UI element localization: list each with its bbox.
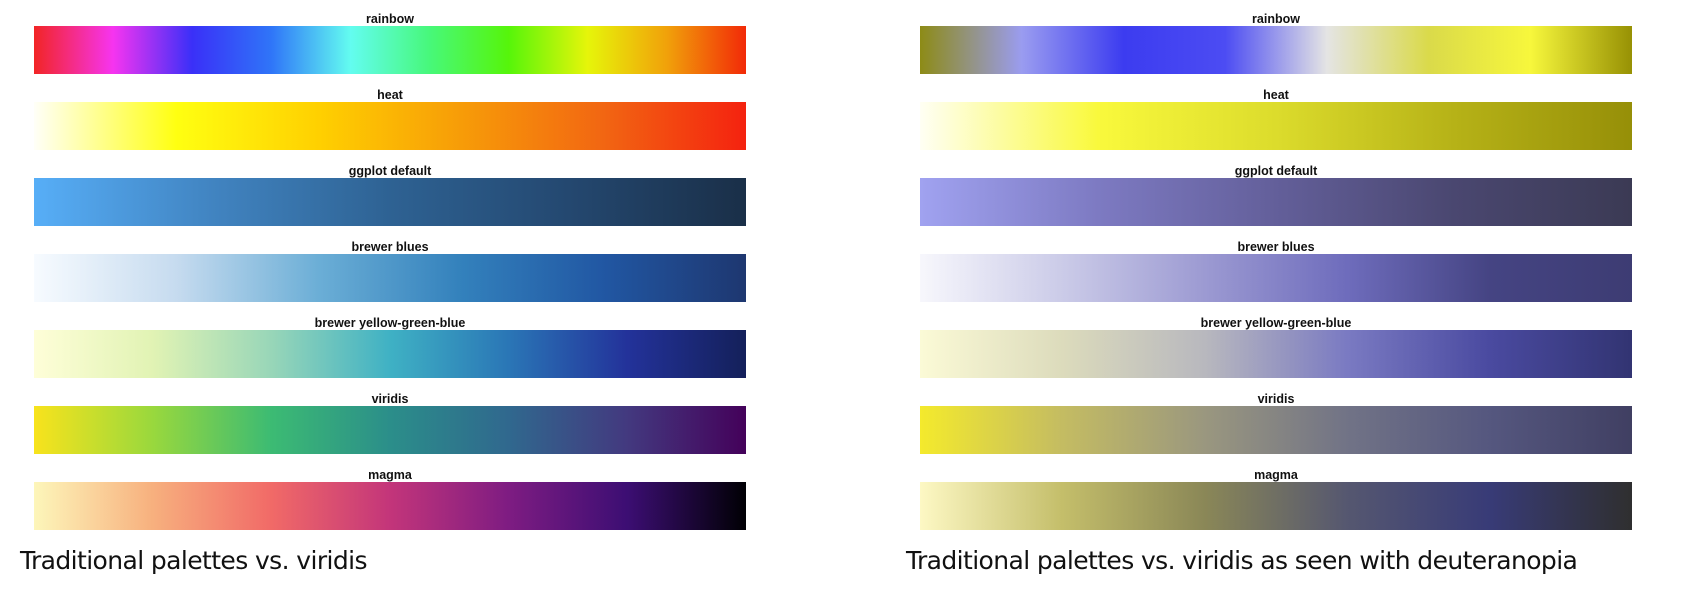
palette-title: viridis <box>1257 392 1295 406</box>
palette-row: viridis <box>34 392 746 468</box>
palette-gradient-bar <box>34 102 746 150</box>
palette-row: brewer blues <box>920 240 1632 316</box>
palette-row: brewer yellow-green-blue <box>34 316 746 392</box>
palette-row: brewer blues <box>34 240 746 316</box>
palette-gradient-bar <box>34 482 746 530</box>
palette-gradient-bar <box>920 482 1632 530</box>
palette-gradient-bar <box>34 178 746 226</box>
palette-gradient-bar <box>920 254 1632 302</box>
panel-caption-deuteranopia: Traditional palettes vs. viridis as seen… <box>906 546 1578 575</box>
palette-row: viridis <box>920 392 1632 468</box>
palette-row: heat <box>34 88 746 164</box>
palette-title: viridis <box>371 392 409 406</box>
palette-row: magma <box>34 468 746 544</box>
palette-title: rainbow <box>366 12 414 26</box>
panel-traditional: rainbow heat ggplot default brewer blues bre… <box>0 0 760 604</box>
palette-gradient-bar <box>34 254 746 302</box>
palette-gradient-bar <box>920 102 1632 150</box>
palette-title: brewer yellow-green-blue <box>314 316 466 330</box>
palette-row: ggplot default <box>34 164 746 240</box>
palette-title: brewer yellow-green-blue <box>1200 316 1352 330</box>
palette-gradient-bar <box>920 330 1632 378</box>
palette-gradient-bar <box>920 178 1632 226</box>
panel-deuteranopia: rainbow heat ggplot default brewer blues bre… <box>886 0 1646 604</box>
palette-title: heat <box>377 88 403 102</box>
palette-title: magma <box>368 468 412 482</box>
palette-row: brewer yellow-green-blue <box>920 316 1632 392</box>
panel-caption-traditional: Traditional palettes vs. viridis <box>20 546 368 575</box>
palette-title: brewer blues <box>351 240 429 254</box>
palette-gradient-bar <box>920 26 1632 74</box>
palette-title: rainbow <box>1252 12 1300 26</box>
palette-row: heat <box>920 88 1632 164</box>
palette-title: brewer blues <box>1237 240 1315 254</box>
palette-row: magma <box>920 468 1632 544</box>
palette-row: ggplot default <box>920 164 1632 240</box>
palette-title: ggplot default <box>1234 164 1318 178</box>
palette-gradient-bar <box>920 406 1632 454</box>
palette-gradient-bar <box>34 330 746 378</box>
palette-gradient-bar <box>34 26 746 74</box>
palette-gradient-bar <box>34 406 746 454</box>
palette-row: rainbow <box>920 12 1632 88</box>
palette-title: heat <box>1263 88 1289 102</box>
palette-row: rainbow <box>34 12 746 88</box>
palette-title: magma <box>1254 468 1298 482</box>
palette-title: ggplot default <box>348 164 432 178</box>
